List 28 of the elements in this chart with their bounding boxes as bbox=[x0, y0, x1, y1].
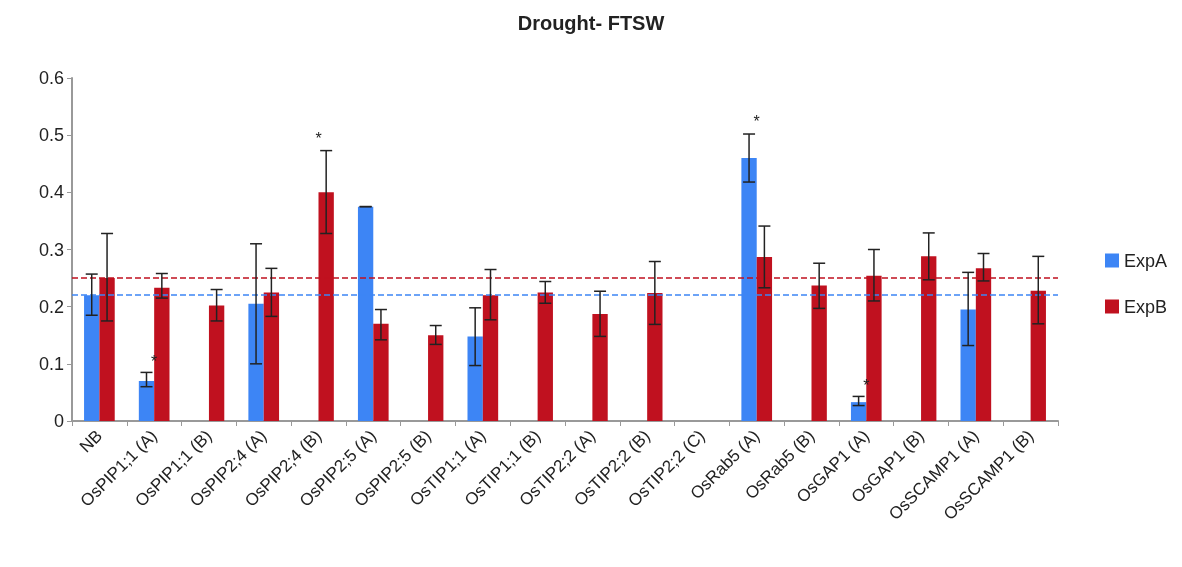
bar bbox=[960, 309, 976, 421]
bar bbox=[373, 323, 389, 421]
bar bbox=[592, 314, 608, 421]
bar bbox=[1030, 290, 1046, 421]
x-tick-label: NB bbox=[75, 426, 107, 457]
bar bbox=[537, 292, 553, 421]
bar bbox=[208, 305, 225, 421]
y-tick-label: 0 bbox=[53, 411, 64, 431]
y-tick-label: 0.1 bbox=[38, 353, 64, 374]
legend-label: ExpB bbox=[1123, 296, 1168, 317]
bar bbox=[850, 402, 867, 421]
y-tick-label: 0.3 bbox=[38, 239, 64, 260]
bar bbox=[467, 336, 483, 421]
annotation: * bbox=[753, 112, 760, 130]
bar bbox=[482, 295, 499, 421]
bar bbox=[248, 303, 264, 421]
y-tick-label: 0.2 bbox=[38, 296, 64, 317]
legend-label: ExpA bbox=[1123, 250, 1168, 271]
bar bbox=[811, 285, 827, 421]
y-tick-label: 0.5 bbox=[38, 125, 64, 146]
y-tick-label: 0.6 bbox=[38, 68, 64, 88]
y-tick-label: 0.4 bbox=[38, 182, 64, 203]
bar bbox=[263, 292, 280, 421]
chart-title: Drought- FTSW bbox=[517, 12, 665, 34]
annotation: * bbox=[315, 130, 322, 148]
bar bbox=[138, 380, 155, 421]
bar bbox=[428, 335, 444, 421]
bar bbox=[647, 292, 663, 421]
